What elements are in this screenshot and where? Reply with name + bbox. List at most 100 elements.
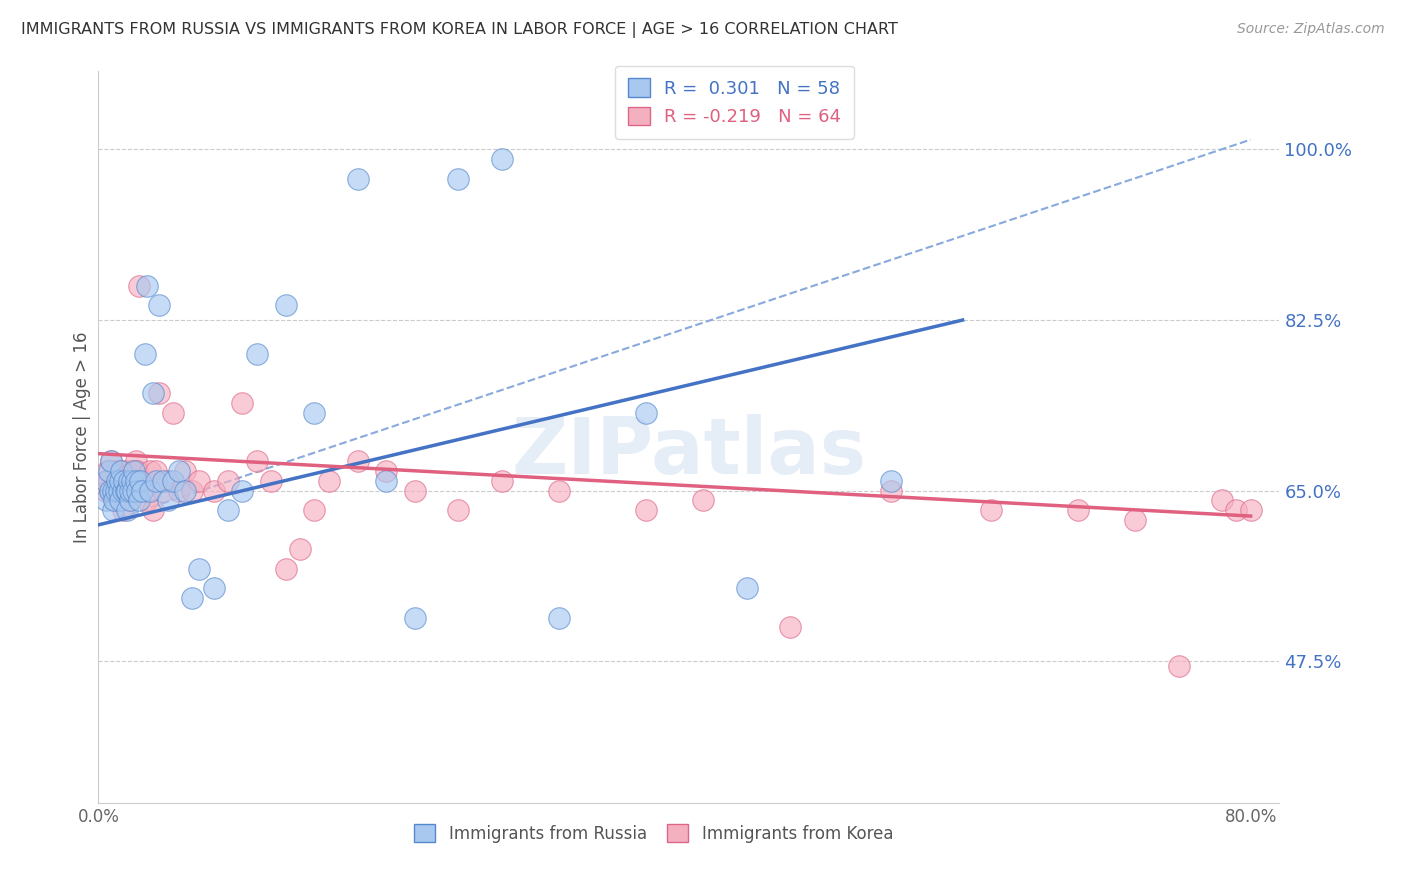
Point [288,542,311,557]
Point [96,464,118,478]
Text: IMMIGRANTS FROM RUSSIA VS IMMIGRANTS FROM KOREA IN LABOR FORCE | AGE > 16 CORREL: IMMIGRANTS FROM RUSSIA VS IMMIGRANTS FRO… [21,22,898,38]
Point [217,474,239,488]
Point [375,474,398,488]
Point [692,493,714,508]
Point [100,454,122,468]
Legend: Immigrants from Russia, Immigrants from Korea: Immigrants from Russia, Immigrants from … [406,817,900,849]
Point [107,483,129,498]
Point [181,591,204,605]
Point [124,464,146,478]
Point [115,483,138,498]
Point [115,483,138,498]
Point [260,474,283,488]
Point [447,171,470,186]
Point [1125,513,1147,527]
Point [634,503,657,517]
Point [231,483,253,498]
Point [148,298,170,312]
Point [181,483,204,498]
Point [118,474,141,488]
Point [120,483,142,498]
Point [97,464,120,478]
Point [101,483,124,498]
Point [274,298,297,312]
Point [127,464,149,478]
Point [122,483,145,498]
Point [375,464,398,478]
Point [346,171,368,186]
Point [202,581,225,595]
Point [1211,493,1233,508]
Point [1240,503,1263,517]
Point [111,503,134,517]
Point [231,396,253,410]
Y-axis label: In Labor Force | Age > 16: In Labor Force | Age > 16 [73,331,91,543]
Point [188,474,211,488]
Point [110,464,132,478]
Point [134,347,156,361]
Point [118,474,141,488]
Point [114,483,136,498]
Point [167,483,190,498]
Point [162,474,184,488]
Point [139,483,162,498]
Point [304,406,326,420]
Point [148,386,170,401]
Point [152,474,174,488]
Point [491,152,513,166]
Point [142,503,165,517]
Point [735,581,758,595]
Point [98,483,121,498]
Point [122,483,145,498]
Point [121,464,143,478]
Text: Source: ZipAtlas.com: Source: ZipAtlas.com [1237,22,1385,37]
Point [129,474,152,488]
Point [94,474,117,488]
Point [1225,503,1247,517]
Point [121,474,143,488]
Point [131,483,153,498]
Point [97,474,120,488]
Point [304,503,326,517]
Point [447,503,470,517]
Point [94,493,117,508]
Point [139,464,162,478]
Point [1167,659,1189,673]
Point [114,464,136,478]
Point [105,474,128,488]
Point [110,464,132,478]
Point [246,454,269,468]
Point [136,493,159,508]
Point [1067,503,1090,517]
Point [115,503,138,517]
Point [167,464,190,478]
Point [404,610,426,624]
Point [105,474,128,488]
Point [131,483,153,498]
Point [128,279,150,293]
Point [162,406,184,420]
Point [94,483,117,498]
Point [124,464,146,478]
Point [103,493,125,508]
Point [634,406,657,420]
Point [779,620,801,634]
Point [98,483,121,498]
Point [104,483,127,498]
Point [101,483,124,498]
Point [107,483,129,498]
Point [404,483,426,498]
Point [108,474,131,488]
Point [202,483,225,498]
Point [127,483,149,498]
Point [145,464,167,478]
Point [108,474,131,488]
Point [173,483,195,498]
Point [134,474,156,488]
Point [120,493,142,508]
Point [112,483,135,498]
Point [136,279,159,293]
Point [111,483,134,498]
Point [104,464,127,478]
Point [188,562,211,576]
